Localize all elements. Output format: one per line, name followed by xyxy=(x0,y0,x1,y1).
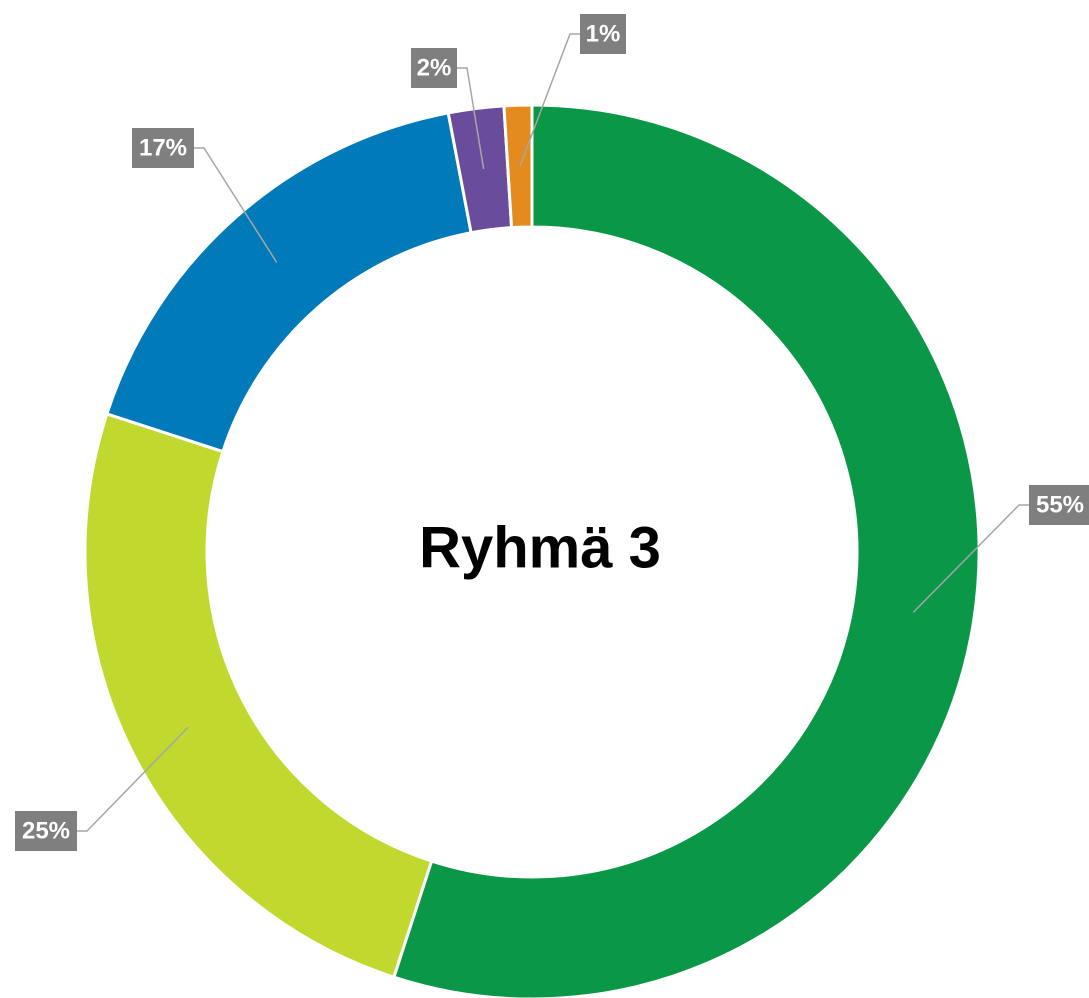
leader-line xyxy=(194,147,278,263)
segment xyxy=(391,103,981,998)
data-label: 17% xyxy=(139,134,187,161)
segment xyxy=(83,411,434,980)
leader-line xyxy=(457,67,485,170)
segment xyxy=(502,103,534,230)
data-label: 55% xyxy=(1036,491,1084,518)
label-box xyxy=(132,128,194,168)
data-label: 1% xyxy=(586,20,621,47)
label-box xyxy=(411,48,457,88)
label-box xyxy=(15,811,77,851)
label-box xyxy=(580,14,626,54)
label-box xyxy=(1029,485,1089,525)
leader-line xyxy=(519,33,580,167)
chart-title: Ryhmä 3 xyxy=(419,515,661,580)
leader-line xyxy=(77,726,189,832)
segments xyxy=(83,103,981,998)
data-label: 2% xyxy=(417,54,452,81)
leader-line xyxy=(912,504,1029,613)
data-label: 25% xyxy=(22,817,70,844)
